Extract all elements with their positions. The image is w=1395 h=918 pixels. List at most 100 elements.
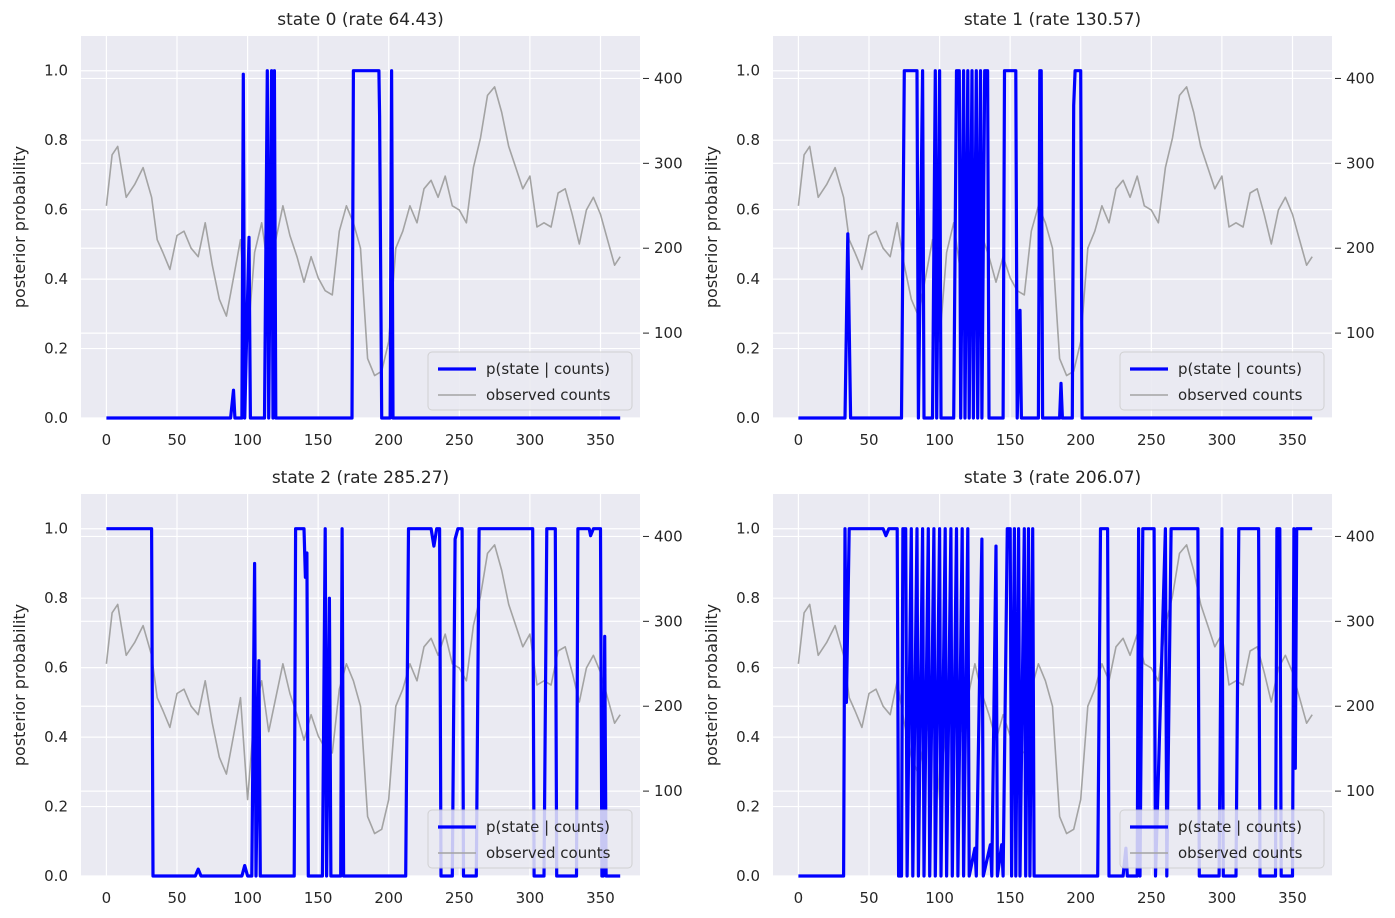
y2-tick-label: 300 bbox=[654, 154, 683, 172]
y2-tick-label: 400 bbox=[654, 527, 683, 545]
x-tick-label: 200 bbox=[374, 431, 403, 449]
y2-tick-label: 200 bbox=[1346, 697, 1375, 715]
x-tick-label: 200 bbox=[1066, 889, 1095, 907]
legend-label: p(state | counts) bbox=[486, 818, 610, 836]
y-axis-label: posterior probability bbox=[10, 146, 29, 308]
legend-label: p(state | counts) bbox=[1178, 360, 1302, 378]
y-tick-label: 0.8 bbox=[736, 131, 760, 149]
y2-tick-label: 300 bbox=[654, 612, 683, 630]
legend-label: observed counts bbox=[1178, 386, 1303, 404]
x-tick-label: 150 bbox=[996, 431, 1025, 449]
x-tick-label: 350 bbox=[586, 889, 615, 907]
y2-tick-label: 300 bbox=[1346, 612, 1375, 630]
series-line-posterior bbox=[798, 69, 1313, 420]
y-axis-label: posterior probability bbox=[702, 146, 721, 308]
x-tick-label: 200 bbox=[374, 889, 403, 907]
x-tick-label: 250 bbox=[445, 889, 474, 907]
x-tick-label: 300 bbox=[1208, 889, 1237, 907]
x-tick-label: 100 bbox=[233, 431, 262, 449]
y-tick-label: 0.8 bbox=[736, 589, 760, 607]
legend: p(state | counts) observed counts bbox=[1119, 351, 1325, 411]
x-tick-label: 250 bbox=[1137, 889, 1166, 907]
y-tick-label: 0.2 bbox=[736, 798, 760, 816]
series-line-observed-counts bbox=[797, 544, 1313, 835]
x-tick-label: 0 bbox=[794, 431, 804, 449]
series-line-posterior bbox=[106, 527, 621, 878]
y-tick-label: 0.8 bbox=[44, 131, 68, 149]
chart-panel-2: 0 50 100 150 200 250 300 350 0.0 0.2 0.4 0.6 0.8 1.0 1… bbox=[10, 468, 683, 907]
y-tick-label: 0.4 bbox=[736, 728, 760, 746]
legend-label: p(state | counts) bbox=[1178, 818, 1302, 836]
y2-tick-label: 100 bbox=[654, 782, 683, 800]
y-tick-label: 0.8 bbox=[44, 589, 68, 607]
legend-box bbox=[1119, 809, 1325, 869]
series-line-observed-counts bbox=[105, 544, 621, 835]
y-tick-label: 1.0 bbox=[736, 520, 760, 538]
legend: p(state | counts) observed counts bbox=[1119, 809, 1325, 869]
x-tick-label: 100 bbox=[925, 889, 954, 907]
y-tick-label: 0.2 bbox=[44, 798, 68, 816]
y-axis-label: posterior probability bbox=[702, 604, 721, 766]
x-tick-label: 250 bbox=[445, 431, 474, 449]
chart-panel-1: 0 50 100 150 200 250 300 350 0.0 0.2 0.4 0.6 0.8 1.0 1… bbox=[702, 10, 1375, 449]
y-tick-label: 0.0 bbox=[44, 867, 68, 885]
x-tick-label: 50 bbox=[167, 889, 186, 907]
y-tick-label: 0.4 bbox=[44, 728, 68, 746]
y-tick-label: 0.6 bbox=[44, 201, 68, 219]
y2-tick-label: 400 bbox=[654, 69, 683, 87]
legend-label: observed counts bbox=[486, 386, 611, 404]
legend-label: p(state | counts) bbox=[486, 360, 610, 378]
y-tick-label: 0.6 bbox=[736, 201, 760, 219]
x-tick-label: 50 bbox=[167, 431, 186, 449]
x-tick-label: 0 bbox=[102, 431, 112, 449]
legend-label: observed counts bbox=[1178, 844, 1303, 862]
x-tick-label: 50 bbox=[859, 431, 878, 449]
x-tick-label: 100 bbox=[233, 889, 262, 907]
series-line-posterior bbox=[106, 69, 621, 420]
x-tick-label: 350 bbox=[1278, 889, 1307, 907]
y2-tick-label: 100 bbox=[654, 324, 683, 342]
x-tick-label: 150 bbox=[996, 889, 1025, 907]
x-tick-label: 50 bbox=[859, 889, 878, 907]
y2-tick-label: 200 bbox=[654, 697, 683, 715]
legend: p(state | counts) observed counts bbox=[427, 351, 633, 411]
chart-title: state 2 (rate 285.27) bbox=[272, 468, 449, 488]
y-tick-label: 0.2 bbox=[44, 340, 68, 358]
series-line-observed-counts bbox=[797, 86, 1313, 377]
x-tick-label: 100 bbox=[925, 431, 954, 449]
x-tick-label: 0 bbox=[794, 889, 804, 907]
y-tick-label: 0.0 bbox=[736, 867, 760, 885]
x-tick-label: 350 bbox=[1278, 431, 1307, 449]
x-tick-label: 250 bbox=[1137, 431, 1166, 449]
y2-tick-label: 100 bbox=[1346, 782, 1375, 800]
y-tick-label: 1.0 bbox=[736, 62, 760, 80]
x-tick-label: 150 bbox=[304, 889, 333, 907]
y2-tick-label: 200 bbox=[654, 239, 683, 257]
y2-tick-label: 200 bbox=[1346, 239, 1375, 257]
y2-tick-label: 300 bbox=[1346, 154, 1375, 172]
y-axis-label: posterior probability bbox=[10, 604, 29, 766]
chart-title: state 3 (rate 206.07) bbox=[964, 468, 1141, 488]
legend-box bbox=[427, 809, 633, 869]
x-tick-label: 350 bbox=[586, 431, 615, 449]
x-tick-label: 0 bbox=[102, 889, 112, 907]
chart-panel-3: 0 50 100 150 200 250 300 350 0.0 0.2 0.4 0.6 0.8 1.0 1… bbox=[702, 468, 1375, 907]
y2-tick-label: 100 bbox=[1346, 324, 1375, 342]
series-line-observed-counts bbox=[105, 86, 621, 377]
x-tick-label: 300 bbox=[516, 889, 545, 907]
series-line-posterior bbox=[798, 527, 1313, 878]
y-tick-label: 0.4 bbox=[736, 270, 760, 288]
y-tick-label: 1.0 bbox=[44, 520, 68, 538]
x-tick-label: 300 bbox=[1208, 431, 1237, 449]
legend: p(state | counts) observed counts bbox=[427, 809, 633, 869]
chart-title: state 0 (rate 64.43) bbox=[277, 10, 444, 30]
y-tick-label: 0.6 bbox=[736, 659, 760, 677]
y-tick-label: 0.2 bbox=[736, 340, 760, 358]
x-tick-label: 150 bbox=[304, 431, 333, 449]
chart-title: state 1 (rate 130.57) bbox=[964, 10, 1141, 30]
y2-tick-label: 400 bbox=[1346, 527, 1375, 545]
chart-panel-0: 0 50 100 150 200 250 300 350 0.0 0.2 0.4 0.6 0.8 1.0 1… bbox=[10, 10, 683, 449]
x-tick-label: 200 bbox=[1066, 431, 1095, 449]
y-tick-label: 0.6 bbox=[44, 659, 68, 677]
